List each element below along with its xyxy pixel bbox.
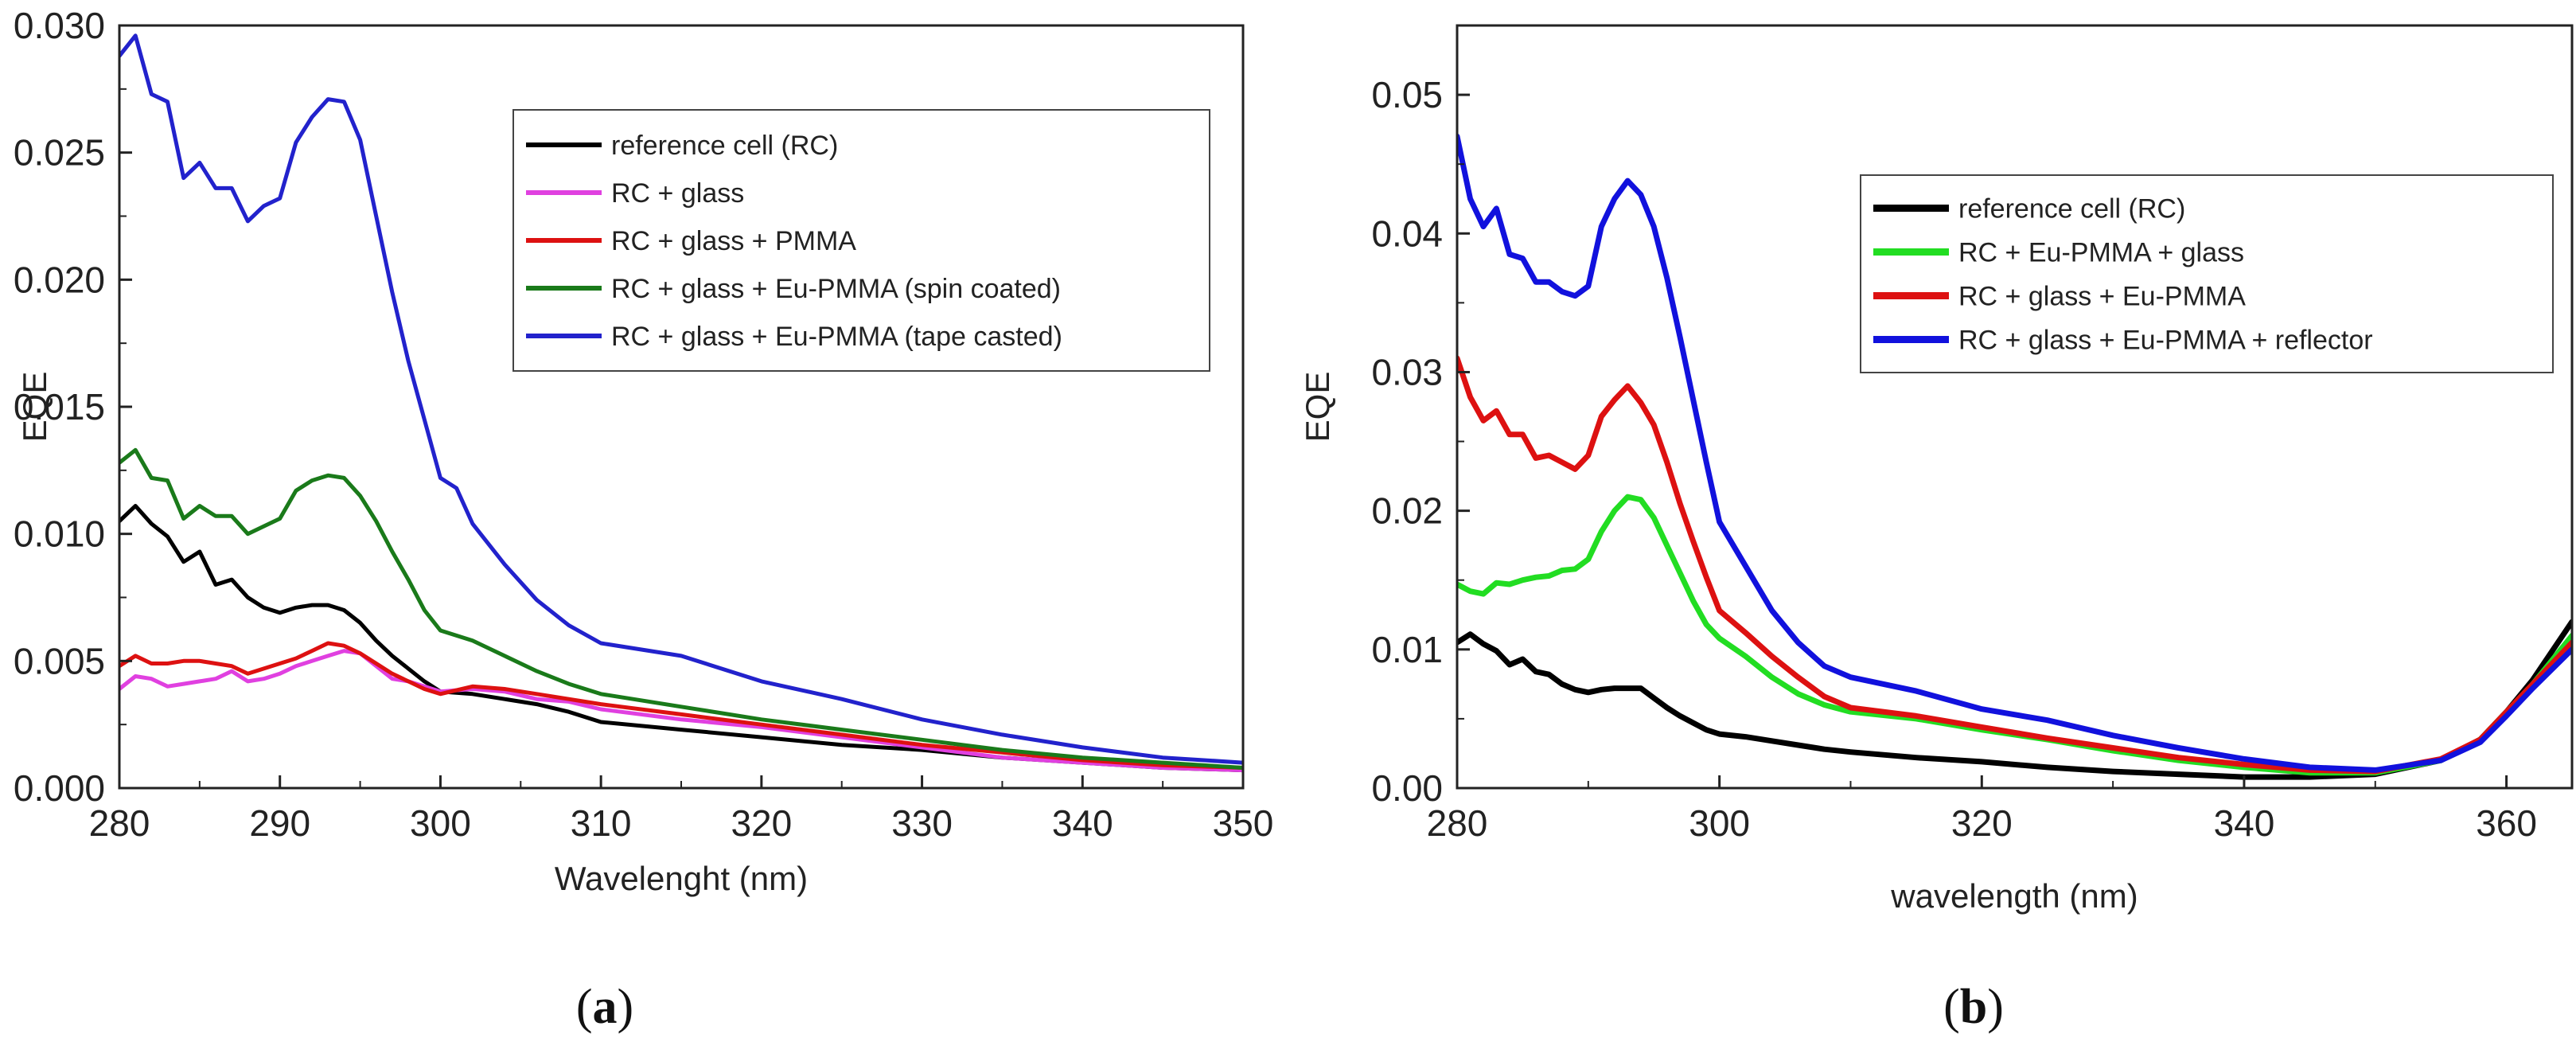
series-line-1 bbox=[1457, 619, 2572, 780]
x-tick-label: 330 bbox=[891, 802, 953, 844]
y-tick-label: 0.00 bbox=[1371, 767, 1443, 809]
series-line-3 bbox=[1457, 355, 2572, 775]
series-group bbox=[119, 33, 1243, 773]
legend-entry-label: reference cell (RC) bbox=[1958, 194, 2185, 224]
legend-entry-label: RC + glass bbox=[611, 178, 744, 209]
x-tick-label: 340 bbox=[1052, 802, 1113, 844]
series-line-3 bbox=[119, 641, 1243, 770]
y-tick-label: 0.04 bbox=[1371, 213, 1443, 254]
y-tick-label: 0.01 bbox=[1371, 629, 1443, 670]
series-line-5 bbox=[119, 33, 1243, 765]
panel-label: (a) bbox=[576, 980, 633, 1034]
legend-entry-label: RC + glass + Eu-PMMA (tape casted) bbox=[611, 322, 1062, 352]
chart-panel-b: 280 300 320 340 360 0.00 0.01 0.02 0.03 0.04 0.05 w… bbox=[1299, 24, 2574, 1034]
series-line-4 bbox=[1457, 133, 2572, 773]
y-tick-label: 0.02 bbox=[1371, 490, 1443, 532]
legend: reference cell (RC) RC + Eu-PMMA + glass R… bbox=[1860, 174, 2554, 373]
y-tick-label: 0.010 bbox=[14, 513, 105, 555]
x-axis-label: Wavelenght (nm) bbox=[555, 860, 808, 897]
x-tick-label: 350 bbox=[1213, 802, 1274, 844]
legend-box bbox=[512, 109, 1210, 372]
x-tick-label: 320 bbox=[731, 802, 792, 844]
y-tick-label: 0.020 bbox=[14, 259, 105, 300]
legend-entry-label: RC + glass + PMMA bbox=[611, 226, 856, 256]
x-tick-label: 310 bbox=[571, 802, 632, 844]
x-tick-label: 300 bbox=[1689, 802, 1750, 844]
series-line-1 bbox=[119, 504, 1243, 773]
y-tick-label: 0.025 bbox=[14, 132, 105, 174]
legend-entry-label: RC + glass + Eu-PMMA + reflector bbox=[1958, 326, 2373, 356]
y-tick-label: 0.03 bbox=[1371, 351, 1443, 392]
y-tick-label: 0.005 bbox=[14, 640, 105, 681]
plot-frame bbox=[1456, 24, 2574, 790]
y-tick-label: 0.000 bbox=[14, 767, 105, 809]
x-tick-label: 290 bbox=[249, 802, 310, 844]
panel-label: (b) bbox=[1943, 980, 2004, 1034]
legend-entry-label: reference cell (RC) bbox=[611, 131, 838, 161]
x-tick-label: 280 bbox=[89, 802, 150, 844]
series-line-4 bbox=[119, 447, 1243, 770]
x-tick-label: 340 bbox=[2214, 802, 2275, 844]
legend: reference cell (RC) RC + glass RC + glass … bbox=[512, 109, 1210, 372]
chart-panel-a: 280 290 300 310 320 330 340 350 0.000 0.005 0.010 0… bbox=[14, 5, 1274, 1034]
x-tick-label: 320 bbox=[1951, 802, 2013, 844]
series-line-2 bbox=[119, 649, 1243, 773]
legend-entry-label: RC + glass + Eu-PMMA bbox=[1958, 282, 2246, 312]
x-axis-label: wavelength (nm) bbox=[1890, 877, 2138, 915]
legend-entry-label: RC + Eu-PMMA + glass bbox=[1958, 238, 2244, 268]
series-group bbox=[1457, 133, 2572, 780]
x-tick-label: 300 bbox=[410, 802, 471, 844]
y-axis-label: EQE bbox=[1299, 372, 1336, 443]
y-tick-label: 0.030 bbox=[14, 5, 105, 46]
x-tick-label: 280 bbox=[1427, 802, 1488, 844]
legend-entry-label: RC + glass + Eu-PMMA (spin coated) bbox=[611, 274, 1061, 304]
y-tick-label: 0.015 bbox=[14, 386, 105, 427]
y-axis-label: EQE bbox=[16, 372, 53, 443]
y-tick-label: 0.05 bbox=[1371, 74, 1443, 115]
legend-box bbox=[1860, 174, 2554, 373]
x-tick-label: 360 bbox=[2476, 802, 2537, 844]
